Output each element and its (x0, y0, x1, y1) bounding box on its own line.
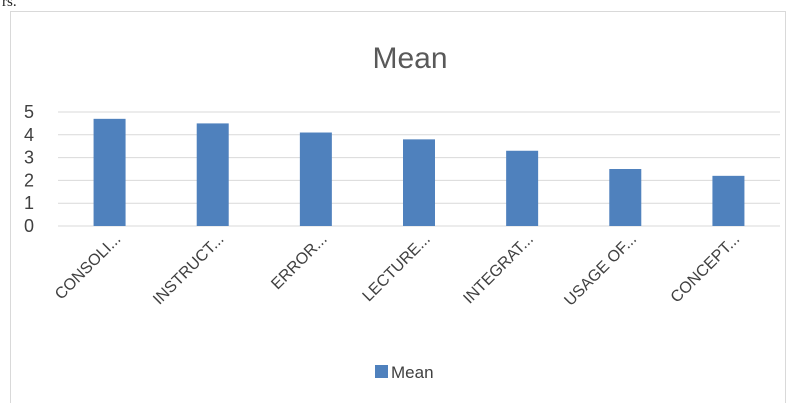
bar (196, 123, 229, 226)
x-category-label: INTEGRAT... (460, 231, 537, 308)
chart-frame (10, 11, 786, 403)
y-tick-label: 2 (24, 170, 34, 190)
chart-title: Mean (372, 42, 447, 75)
bar (299, 132, 332, 226)
y-tick-label: 3 (24, 148, 34, 168)
x-category-label: CONSOLI... (52, 231, 124, 303)
y-tick-label: 0 (24, 216, 34, 236)
y-tick-label: 1 (24, 193, 34, 213)
x-category-label: INSTRUCT... (150, 231, 227, 308)
bar (93, 118, 126, 226)
x-category-label: ERROR... (268, 231, 330, 293)
bar (403, 139, 435, 226)
bar (506, 150, 539, 226)
bar (712, 175, 745, 226)
bars (93, 118, 745, 226)
x-axis-labels: CONSOLI... INSTRUCT... ERROR... LECTURE... I… (52, 231, 743, 310)
gridlines (58, 111, 780, 227)
y-tick-label: 4 (24, 125, 34, 145)
x-category-label: LECTURE... (360, 231, 434, 305)
legend: Mean (375, 363, 434, 382)
x-category-label: CONCEPT... (668, 231, 744, 307)
y-tick-label: 5 (24, 102, 34, 122)
x-category-label: USAGE OF... (561, 231, 640, 310)
legend-swatch (375, 365, 388, 378)
legend-label: Mean (391, 363, 434, 382)
bar (609, 169, 642, 226)
document-text-fragment: rs. (2, 0, 17, 10)
